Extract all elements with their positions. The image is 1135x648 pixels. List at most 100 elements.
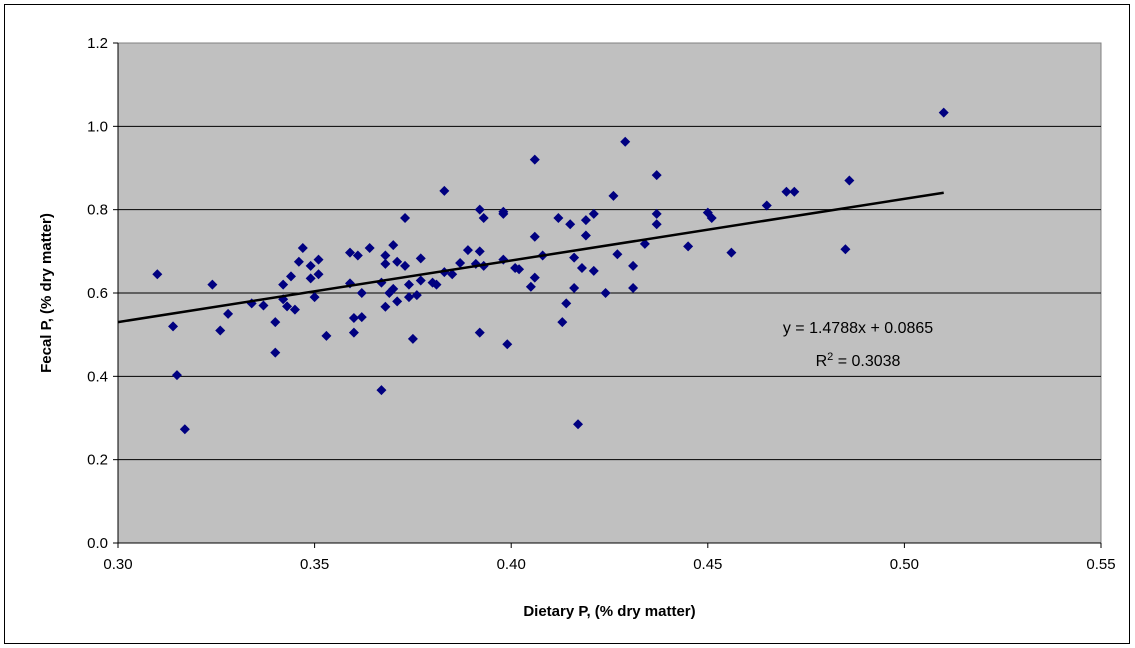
data-point	[789, 186, 800, 197]
x-tick-label: 0.45	[693, 556, 722, 573]
data-point	[388, 283, 399, 294]
data-point	[207, 279, 218, 290]
data-point	[400, 260, 411, 271]
data-point	[455, 258, 466, 268]
r-squared-label: R2 = 0.3038	[816, 351, 901, 370]
data-point	[561, 298, 572, 309]
data-point	[356, 312, 367, 323]
data-point	[289, 304, 300, 315]
r-squared-value: = 0.3038	[833, 353, 900, 370]
x-tick-label: 0.35	[300, 556, 329, 573]
data-point	[781, 186, 792, 197]
data-point	[282, 301, 293, 312]
data-points	[152, 107, 949, 435]
data-point	[529, 154, 540, 165]
data-point	[580, 215, 591, 226]
data-point	[576, 263, 587, 273]
data-point	[380, 258, 391, 269]
data-point	[392, 296, 403, 307]
data-point	[525, 281, 536, 292]
data-point	[293, 256, 304, 267]
data-point	[348, 327, 359, 338]
data-point	[514, 264, 525, 275]
data-point	[498, 208, 509, 219]
data-point	[474, 327, 485, 338]
data-point	[474, 204, 485, 215]
data-point	[580, 230, 591, 241]
x-tick-label: 0.50	[890, 556, 919, 573]
data-point	[215, 325, 226, 336]
data-point	[270, 347, 281, 358]
data-point	[431, 279, 442, 290]
data-point	[651, 208, 662, 219]
data-point	[407, 333, 418, 344]
data-point	[639, 238, 650, 249]
data-point	[600, 288, 611, 298]
data-point	[313, 254, 324, 265]
data-point	[392, 256, 403, 267]
data-point	[529, 272, 540, 283]
x-tick-label: 0.40	[497, 556, 526, 573]
data-point	[348, 313, 359, 323]
r-squared-superscript: 2	[827, 351, 833, 363]
data-point	[168, 321, 179, 332]
data-point	[612, 249, 623, 260]
data-point	[502, 339, 513, 350]
data-point	[557, 317, 568, 328]
y-axis: 0.0 0.2 0.4 0.6 0.8 1.0 1.2	[87, 35, 119, 552]
data-point	[620, 136, 631, 147]
data-point	[286, 271, 297, 282]
data-point	[415, 275, 426, 286]
x-tick-label: 0.30	[103, 556, 132, 573]
data-point	[447, 269, 458, 280]
x-tick-label: 0.55	[1086, 556, 1115, 573]
y-tick-label: 1.0	[87, 118, 108, 135]
data-point	[565, 219, 576, 230]
y-tick-label: 0.2	[87, 452, 108, 469]
data-point	[352, 250, 363, 261]
data-point	[171, 370, 182, 381]
trendline-equation: y = 1.4788x + 0.0865	[783, 320, 933, 337]
data-point	[628, 260, 639, 271]
data-point	[356, 288, 367, 298]
data-point	[380, 250, 391, 261]
y-tick-label: 0.6	[87, 285, 108, 302]
data-point	[376, 385, 387, 396]
data-point	[706, 213, 717, 223]
data-point	[474, 246, 485, 257]
data-point	[651, 219, 662, 230]
data-point	[388, 240, 399, 251]
y-tick-label: 0.4	[87, 368, 108, 385]
data-point	[844, 175, 855, 186]
data-point	[364, 243, 375, 253]
data-point	[938, 107, 949, 118]
data-point	[553, 213, 564, 223]
data-point	[628, 283, 639, 293]
x-axis: 0.30 0.35 0.40 0.45 0.50 0.55	[103, 542, 1116, 573]
data-point	[297, 243, 308, 253]
data-point	[321, 330, 332, 341]
data-point	[258, 300, 269, 311]
data-point	[569, 283, 580, 293]
data-point	[179, 424, 190, 435]
data-point	[573, 419, 584, 430]
data-point	[270, 317, 281, 328]
data-point	[313, 269, 324, 280]
data-point	[683, 241, 694, 252]
data-point	[403, 292, 414, 303]
data-point	[400, 213, 411, 223]
data-point	[223, 308, 234, 319]
data-point	[152, 269, 163, 280]
data-point	[588, 265, 599, 276]
data-point	[529, 231, 540, 242]
x-axis-title: Dietary P, (% dry matter)	[523, 603, 695, 620]
data-point	[726, 247, 737, 258]
y-axis-title: Fecal P, (% dry matter)	[38, 213, 55, 373]
data-point	[439, 185, 450, 196]
data-point	[278, 279, 289, 290]
data-point	[761, 200, 772, 211]
data-point	[462, 245, 473, 256]
data-point	[344, 247, 355, 258]
y-tick-label: 0.8	[87, 202, 108, 219]
